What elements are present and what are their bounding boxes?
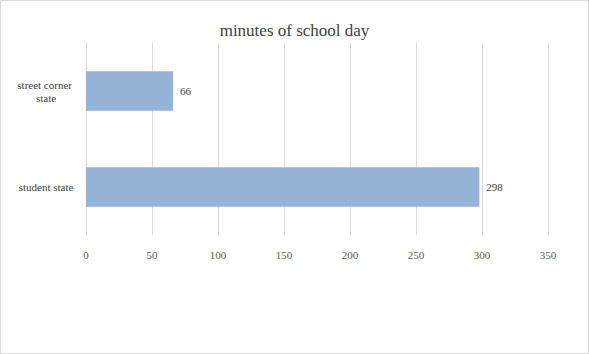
svg-text:350: 350 [540, 249, 557, 261]
svg-text:250: 250 [408, 249, 425, 261]
svg-text:66: 66 [180, 85, 192, 97]
svg-text:300: 300 [474, 249, 491, 261]
svg-text:0: 0 [83, 249, 89, 261]
svg-text:200: 200 [342, 249, 359, 261]
svg-text:150: 150 [276, 249, 293, 261]
svg-text:student state: student state [19, 181, 74, 193]
svg-text:minutes of school day: minutes of school day [220, 21, 370, 40]
svg-text:298: 298 [486, 181, 503, 193]
svg-text:street corner: street corner [17, 79, 74, 91]
svg-text:100: 100 [210, 249, 227, 261]
svg-text:50: 50 [147, 249, 159, 261]
svg-text:state: state [36, 92, 56, 104]
